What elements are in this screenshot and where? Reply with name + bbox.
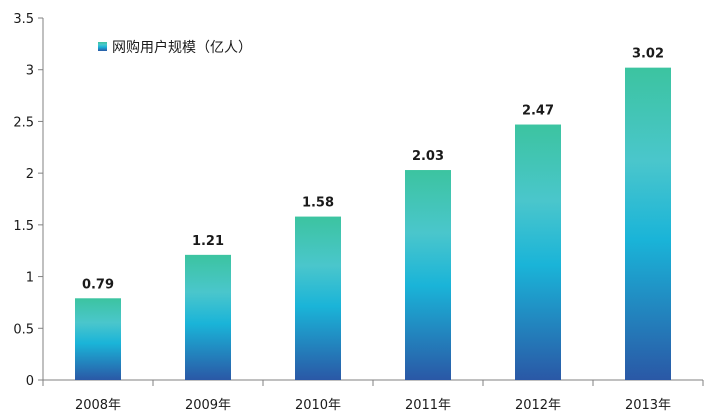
bars: 0.79 2008年 1.21 2009年 1.58 2010年 2.03 2011年 2.47… [75, 47, 671, 413]
y-tick-label: 0.5 [13, 322, 34, 337]
x-category-label: 2008年 [75, 398, 121, 413]
y-tick-label: 3 [26, 64, 34, 79]
y-tick-label: 0 [26, 374, 34, 389]
bar [185, 254, 231, 380]
bar [625, 67, 671, 380]
bar [405, 170, 451, 380]
bar [75, 298, 121, 380]
data-label: 3.02 [632, 47, 664, 62]
legend-label: 网购用户规模（亿人） [112, 39, 252, 56]
y-tick-label: 1 [26, 271, 34, 286]
legend-swatch [98, 42, 107, 51]
bar [515, 124, 561, 380]
x-category-label: 2011年 [405, 398, 451, 413]
axes: 0 0.5 1 1.5 2 2.5 3 3.5 [13, 12, 704, 389]
legend: 网购用户规模（亿人） [98, 39, 252, 56]
bar [295, 216, 341, 380]
data-label: 1.58 [302, 196, 334, 211]
data-label: 2.03 [412, 149, 444, 164]
x-category-label: 2010年 [295, 398, 341, 413]
y-tick-label: 2 [26, 167, 34, 182]
y-tick-label: 2.5 [13, 115, 34, 130]
data-label: 2.47 [522, 104, 554, 119]
x-category-label: 2012年 [515, 398, 561, 413]
y-tick-label: 1.5 [13, 219, 34, 234]
x-category-label: 2009年 [185, 398, 231, 413]
y-tick-label: 3.5 [13, 12, 34, 27]
data-label: 1.21 [192, 234, 224, 249]
x-category-label: 2013年 [625, 398, 671, 413]
data-label: 0.79 [82, 277, 114, 292]
